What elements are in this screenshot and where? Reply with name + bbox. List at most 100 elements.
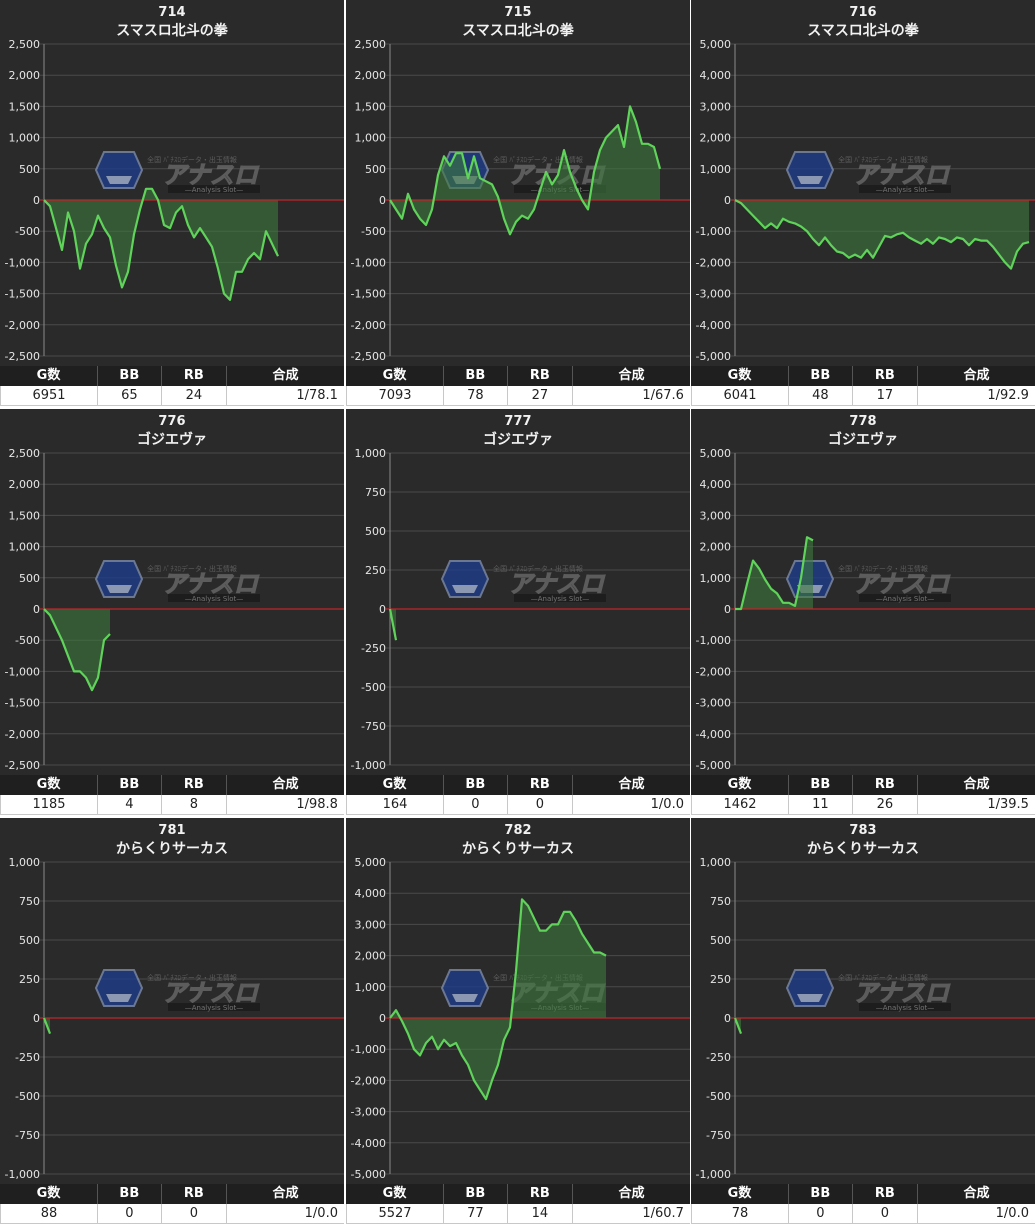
- svg-text:—Analysis Slot—: —Analysis Slot—: [876, 186, 934, 194]
- header-games: G数: [346, 1184, 445, 1204]
- header-rb: RB: [853, 1184, 919, 1204]
- y-tick-label: -1,500: [5, 288, 40, 301]
- header-bb: BB: [98, 366, 162, 386]
- value-rb: 8: [161, 795, 228, 815]
- chart-machine-number: 776: [158, 414, 186, 429]
- svg-text:—Analysis Slot—: —Analysis Slot—: [185, 186, 243, 194]
- y-tick-label: -1,000: [696, 1168, 731, 1181]
- chart-svg: 2,500 2,000 1,500 1,000 500 0 -500 -1,000 -1,500…: [5, 447, 344, 772]
- stats-value-row: 78 0 0 1/0.0: [691, 1204, 1035, 1224]
- svg-text:全国 ﾊﾟﾁｽﾛデータ・出玉情報: 全国 ﾊﾟﾁｽﾛデータ・出玉情報: [147, 973, 237, 982]
- y-tick-label: 2,000: [355, 950, 387, 963]
- chart-panel-714: 2,500 2,000 1,500 1,000 500 0 -500 -1,000 -1,500…: [0, 0, 344, 406]
- chart-area: 1,000 750 500 250 0 -250 -500 -750 -1,000 アナスロ 全国 …: [691, 818, 1035, 1184]
- svg-text:全国 ﾊﾟﾁｽﾛデータ・出玉情報: 全国 ﾊﾟﾁｽﾛデータ・出玉情報: [147, 564, 237, 573]
- svg-text:—Analysis Slot—: —Analysis Slot—: [876, 1004, 934, 1012]
- value-combined: 1/67.6: [573, 386, 690, 406]
- y-tick-label: 0: [379, 603, 386, 616]
- value-combined: 1/98.8: [227, 795, 344, 815]
- svg-text:アナスロ: アナスロ: [853, 570, 951, 598]
- header-combined: 合成: [618, 777, 645, 792]
- header-rb: RB: [508, 1184, 574, 1204]
- series-line: [389, 105, 662, 236]
- svg-text:—Analysis Slot—: —Analysis Slot—: [876, 595, 934, 603]
- value-games: 6041: [691, 386, 790, 406]
- value-games: 164: [346, 795, 445, 815]
- series-line: [388, 608, 398, 641]
- y-tick-label: -750: [361, 720, 386, 733]
- header-combined: 合成: [963, 368, 990, 383]
- stats-header-row: G数 BB RB 合成: [691, 366, 1035, 386]
- y-tick-label: 4,000: [355, 887, 387, 900]
- y-tick-label: 500: [365, 525, 386, 538]
- header-bb: BB: [98, 1184, 162, 1204]
- y-tick-label: 1,500: [355, 100, 387, 113]
- y-tick-label: 1,000: [355, 981, 387, 994]
- y-tick-label: 750: [365, 486, 386, 499]
- y-tick-label: 1,500: [9, 509, 41, 522]
- chart-area: 5,000 4,000 3,000 2,000 1,000 0 -1,000 -2,000 -3…: [691, 409, 1035, 775]
- header-bb: BB: [444, 775, 508, 795]
- y-tick-label: -1,000: [351, 1043, 386, 1056]
- svg-text:アナスロ: アナスロ: [853, 979, 951, 1007]
- chart-machine-number: 778: [849, 414, 877, 429]
- header-bb: BB: [444, 366, 508, 386]
- y-tick-label: 0: [33, 603, 40, 616]
- stats-value-row: 6041 48 17 1/92.9: [691, 386, 1035, 406]
- value-bb: 0: [98, 1204, 162, 1224]
- svg-text:—Analysis Slot—: —Analysis Slot—: [185, 1004, 243, 1012]
- y-tick-label: 5,000: [355, 856, 387, 869]
- header-bb: BB: [789, 775, 853, 795]
- y-tick-label: 0: [379, 194, 386, 207]
- chart-area: 1,000 750 500 250 0 -250 -500 -750 -1,000 アナスロ 全国 …: [346, 409, 690, 775]
- y-tick-label: -4,000: [696, 319, 731, 332]
- y-tick-label: 3,000: [700, 100, 732, 113]
- y-tick-label: -500: [361, 681, 386, 694]
- y-tick-label: -1,000: [5, 665, 40, 678]
- value-bb: 78: [444, 386, 508, 406]
- chart-machine-name: からくりサーカス: [116, 841, 228, 857]
- y-tick-label: 250: [365, 564, 386, 577]
- y-tick-label: 2,500: [9, 447, 41, 460]
- y-tick-label: 3,000: [355, 918, 387, 931]
- value-combined: 1/78.1: [227, 386, 344, 406]
- chart-machine-name: スマスロ北斗の拳: [116, 23, 228, 39]
- value-combined: 1/0.0: [918, 1204, 1035, 1224]
- value-bb: 11: [789, 795, 853, 815]
- svg-text:全国 ﾊﾟﾁｽﾛデータ・出玉情報: 全国 ﾊﾟﾁｽﾛデータ・出玉情報: [838, 155, 928, 164]
- header-games: G数: [691, 366, 790, 386]
- svg-text:アナスロ: アナスロ: [508, 570, 606, 598]
- y-tick-label: -4,000: [696, 728, 731, 741]
- y-tick-label: 500: [19, 934, 40, 947]
- y-tick-label: 3,000: [700, 509, 732, 522]
- header-combined: 合成: [618, 1186, 645, 1201]
- y-tick-label: -3,000: [696, 288, 731, 301]
- svg-text:全国 ﾊﾟﾁｽﾛデータ・出玉情報: 全国 ﾊﾟﾁｽﾛデータ・出玉情報: [493, 564, 583, 573]
- header-combined: 合成: [618, 368, 645, 383]
- stats-value-row: 1462 11 26 1/39.5: [691, 795, 1035, 815]
- y-tick-label: 500: [365, 163, 386, 176]
- header-games: G数: [0, 366, 99, 386]
- y-tick-label: -500: [706, 1090, 731, 1103]
- y-tick-label: 0: [379, 1012, 386, 1025]
- stats-value-row: 1185 4 8 1/98.8: [0, 795, 344, 815]
- header-games: G数: [691, 1184, 790, 1204]
- series-area-fill: [44, 609, 110, 691]
- y-tick-label: 5,000: [700, 447, 732, 460]
- value-combined: 1/92.9: [918, 386, 1035, 406]
- y-tick-label: -2,000: [5, 728, 40, 741]
- chart-panel-716: 5,000 4,000 3,000 2,000 1,000 0 -1,000 -2,000 -3…: [691, 0, 1035, 406]
- y-tick-label: 2,500: [9, 38, 41, 51]
- header-rb: RB: [508, 366, 574, 386]
- chart-machine-name: からくりサーカス: [462, 841, 574, 857]
- y-tick-label: 1,000: [700, 572, 732, 585]
- stats-header-row: G数 BB RB 合成: [346, 366, 690, 386]
- y-tick-label: -2,500: [5, 759, 40, 772]
- y-tick-label: -250: [361, 642, 386, 655]
- header-games: G数: [0, 775, 99, 795]
- value-rb: 24: [161, 386, 228, 406]
- chart-machine-name: スマスロ北斗の拳: [807, 23, 919, 39]
- series-area-fill: [44, 188, 278, 300]
